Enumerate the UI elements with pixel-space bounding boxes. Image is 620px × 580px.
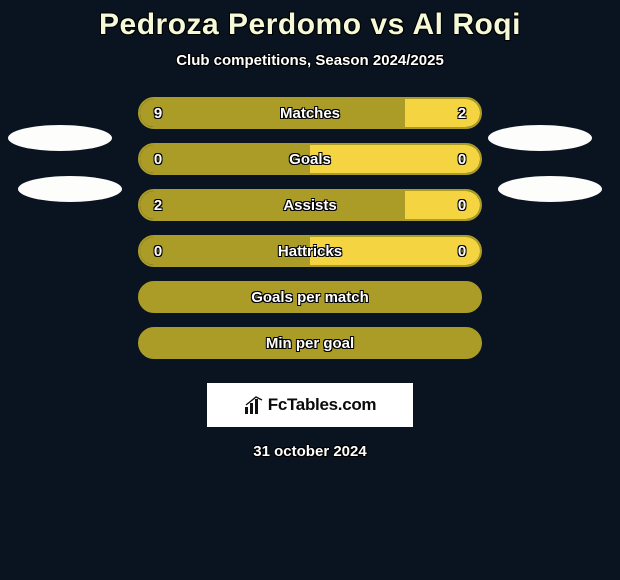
stat-bar-track (138, 327, 482, 359)
stat-bar-right (405, 191, 480, 219)
stat-row: Goals00 (0, 143, 620, 189)
stat-bar-track (138, 97, 482, 129)
stat-bar-left (140, 145, 310, 173)
stat-bar-right (405, 99, 480, 127)
stat-bar-left (140, 191, 405, 219)
comparison-infographic: Pedroza Perdomo vs Al Roqi Club competit… (0, 0, 620, 460)
fctables-icon (244, 395, 264, 415)
footer-date: 31 october 2024 (0, 443, 620, 460)
brand-text: FcTables.com (268, 395, 377, 415)
stat-bar-track (138, 189, 482, 221)
stat-row: Goals per match (0, 281, 620, 327)
stat-row: Hattricks00 (0, 235, 620, 281)
stat-bar-right (310, 237, 480, 265)
stat-rows: Matches92Goals00Assists20Hattricks00Goal… (0, 97, 620, 373)
brand-badge: FcTables.com (207, 383, 413, 427)
stat-bar-track (138, 143, 482, 175)
subtitle: Club competitions, Season 2024/2025 (0, 52, 620, 69)
stat-row: Assists20 (0, 189, 620, 235)
stat-row: Min per goal (0, 327, 620, 373)
stat-bar-left (140, 99, 405, 127)
stat-bar-left (140, 237, 310, 265)
stat-bar-track (138, 281, 482, 313)
stat-bar-track (138, 235, 482, 267)
page-title: Pedroza Perdomo vs Al Roqi (0, 8, 620, 42)
stat-row: Matches92 (0, 97, 620, 143)
stat-bar-right (310, 145, 480, 173)
